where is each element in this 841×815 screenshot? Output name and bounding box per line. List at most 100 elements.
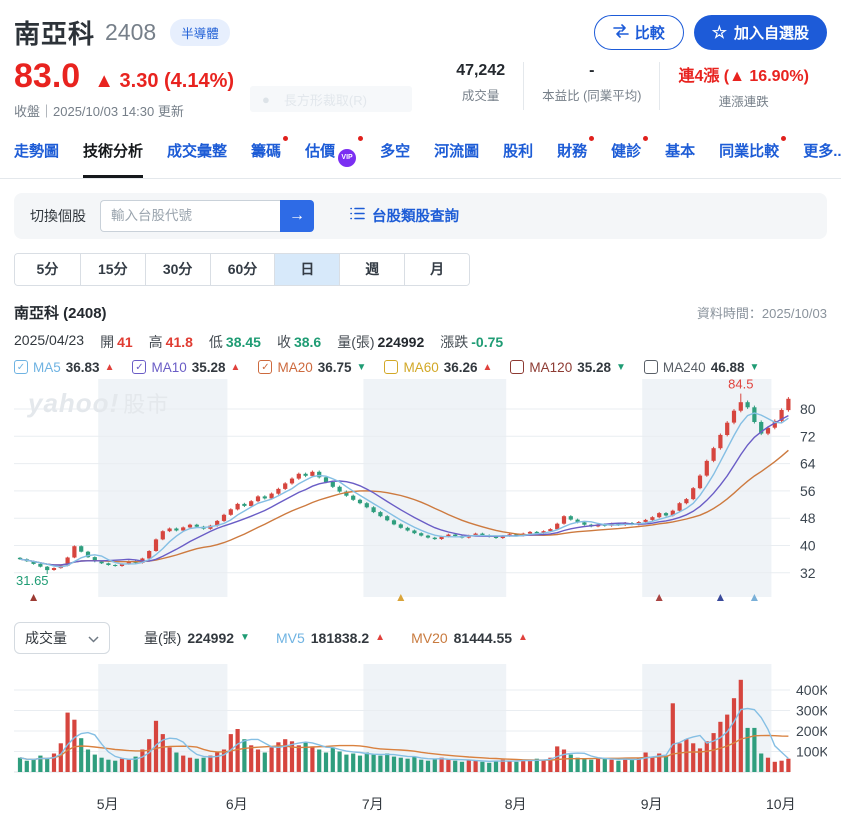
price-chart[interactable]: yahoo! 股市 80 72 64 56 48 40 32 84.5 31.65 (14, 376, 827, 610)
ma-arrow: ▲ (230, 361, 241, 373)
ma-arrow: ▲ (104, 361, 115, 373)
nav-tab-基本[interactable]: 基本 (665, 143, 696, 160)
switch-stock-label: 切換個股 (30, 207, 86, 224)
stock-code-input[interactable] (100, 199, 280, 232)
stock-switch-panel: 切換個股 → 台股類股查詢 (14, 192, 827, 239)
month-label-10月: 10月 (766, 795, 796, 812)
month-label-7月: 7月 (361, 795, 384, 812)
time-axis: 5月 6月 7月 8月 9月 10月 (14, 791, 827, 815)
period-tab-30分[interactable]: 30分 (144, 253, 210, 285)
ma-label: MA10 (151, 359, 187, 375)
ohlc-高: 高 41.8 (148, 333, 193, 350)
stat-item: 47,242 成交量 (438, 62, 523, 110)
price-timestamp: 收盤｜2025/10/03 14:30 更新 (14, 104, 184, 119)
period-tab-60分[interactable]: 60分 (209, 253, 275, 285)
nav-tab-同業比較[interactable]: 同業比較 (719, 136, 787, 178)
svg-text:31.65: 31.65 (16, 573, 49, 588)
stat-value: 連4漲 (▲ 16.90%) (678, 68, 809, 85)
star-icon: ☆ (711, 23, 727, 42)
volume-chart[interactable]: 400K 300K 200K 100K (14, 663, 829, 791)
new-dot (643, 136, 649, 141)
ma-value: 36.75 (317, 359, 352, 375)
volume-down-arrow: ▼ (240, 632, 250, 643)
ma-legend: ✓ MA5 36.83 ▲ ✓ MA10 35.28 ▲ ✓ MA20 36.75 ▼ MA60 36.2… (0, 352, 841, 375)
svg-text:64: 64 (800, 455, 816, 471)
new-dot (358, 136, 364, 141)
stat-item: - 本益比 (同業平均) (523, 62, 659, 110)
period-tab-日[interactable]: 日 (274, 253, 340, 285)
period-tab-週[interactable]: 週 (339, 253, 405, 285)
period-tab-5分[interactable]: 5分 (15, 253, 80, 285)
nav-tab-健診[interactable]: 健診 (611, 136, 649, 178)
search-submit-button[interactable]: → (280, 199, 314, 232)
stat-label: 成交量 (461, 89, 500, 103)
nav-tab-更多...[interactable]: 更多... (803, 143, 841, 160)
price-chart-svg[interactable]: 80 72 64 56 48 40 32 84.5 31.65 (14, 376, 827, 605)
svg-text:200K: 200K (796, 723, 827, 739)
volume-value: 224992 (187, 629, 235, 646)
svg-text:40: 40 (800, 537, 816, 553)
checkbox-MA20[interactable]: ✓ (258, 360, 273, 374)
nav-tab-走勢圖[interactable]: 走勢圖 (14, 143, 60, 160)
ma-label: MA240 (662, 359, 706, 375)
month-label-9月: 9月 (640, 795, 663, 812)
ohlc-收: 收 38.6 (276, 333, 322, 350)
compare-button[interactable]: 比較 (593, 15, 684, 50)
stat-label: 本益比 (同業平均) (542, 89, 642, 103)
add-watchlist-label: 加入自選股 (733, 25, 809, 42)
nav-tab-成交彙整[interactable]: 成交彙整 (167, 143, 228, 160)
indicator-dropdown-value: 成交量 (25, 629, 67, 646)
mv5-value: 181838.2 (310, 629, 370, 646)
svg-text:84.5: 84.5 (728, 379, 753, 392)
compare-button-label: 比較 (634, 25, 665, 42)
indicator-dropdown[interactable]: 成交量 (14, 621, 110, 654)
ma-value: 36.83 (65, 359, 100, 375)
nav-tab-河流圖[interactable]: 河流圖 (434, 143, 480, 160)
period-tab-15分[interactable]: 15分 (79, 253, 145, 285)
volume-chart-svg[interactable]: 400K 300K 200K 100K (14, 663, 829, 786)
nav-tab-財務[interactable]: 財務 (557, 136, 595, 178)
ma-value: 35.28 (191, 359, 226, 375)
volume-legend: 量(張) 224992 ▼ MV5 181838.2 ▲ MV20 81444.… (144, 629, 528, 646)
mv20-up-arrow: ▲ (518, 632, 528, 643)
ma-toggle-MA20[interactable]: ✓ MA20 36.75 ▼ (258, 360, 366, 375)
nav-tab-籌碼[interactable]: 籌碼 (251, 136, 289, 178)
sector-badge[interactable]: 半導體 (170, 19, 230, 46)
checkbox-MA120[interactable] (510, 360, 525, 374)
period-tab-月[interactable]: 月 (404, 253, 469, 285)
ma-toggle-MA5[interactable]: ✓ MA5 36.83 ▲ (14, 360, 114, 375)
ma-toggle-MA240[interactable]: MA240 46.88 ▼ (643, 359, 760, 375)
ma-toggle-MA60[interactable]: MA60 36.26 ▲ (384, 360, 492, 375)
ma-toggle-MA10[interactable]: ✓ MA10 35.28 ▲ (132, 360, 240, 375)
nav-tab-估價[interactable]: 估價 VIP (305, 136, 364, 178)
stock-header: 南亞科 2408 半導體 比較 ☆ 加入自選股 83.0 ▲ 3.30 (4.1… (0, 0, 841, 120)
ma-label: MA5 (33, 359, 61, 375)
nav-tab-股利[interactable]: 股利 (503, 143, 534, 160)
checkbox-MA5[interactable]: ✓ (14, 360, 28, 374)
checkbox-MA60[interactable] (384, 360, 399, 374)
checkbox-MA10[interactable]: ✓ (132, 360, 147, 374)
svg-text:400K: 400K (796, 682, 827, 698)
mv20-label: MV20 (411, 629, 448, 646)
svg-text:80: 80 (800, 401, 816, 417)
ma-arrow: ▼ (749, 361, 760, 373)
compare-icon (612, 23, 629, 42)
ma-label: MA120 (529, 359, 573, 375)
mv20-value: 81444.55 (453, 629, 513, 646)
category-query-link[interactable]: 台股類股查詢 (350, 205, 459, 226)
add-watchlist-button[interactable]: ☆ 加入自選股 (693, 15, 827, 50)
svg-text:100K: 100K (796, 743, 827, 759)
mv5-label: MV5 (275, 629, 305, 646)
month-label-5月: 5月 (96, 795, 119, 812)
ma-toggle-MA120[interactable]: MA120 35.28 ▼ (510, 359, 626, 375)
ohlc-readout: 2025/04/23 開 41 高 41.8 低 38.45 收 38.6 量(張) 224992 漲… (0, 323, 841, 352)
checkbox-MA240[interactable] (643, 360, 658, 374)
svg-text:72: 72 (800, 428, 816, 444)
nav-tab-技術分析[interactable]: 技術分析 (83, 140, 144, 178)
nav-tab-多空[interactable]: 多空 (380, 143, 411, 160)
ma-arrow: ▼ (356, 361, 367, 373)
ma-label: MA20 (277, 359, 313, 375)
ma-arrow: ▲ (482, 361, 493, 373)
vip-icon: VIP (338, 148, 357, 167)
